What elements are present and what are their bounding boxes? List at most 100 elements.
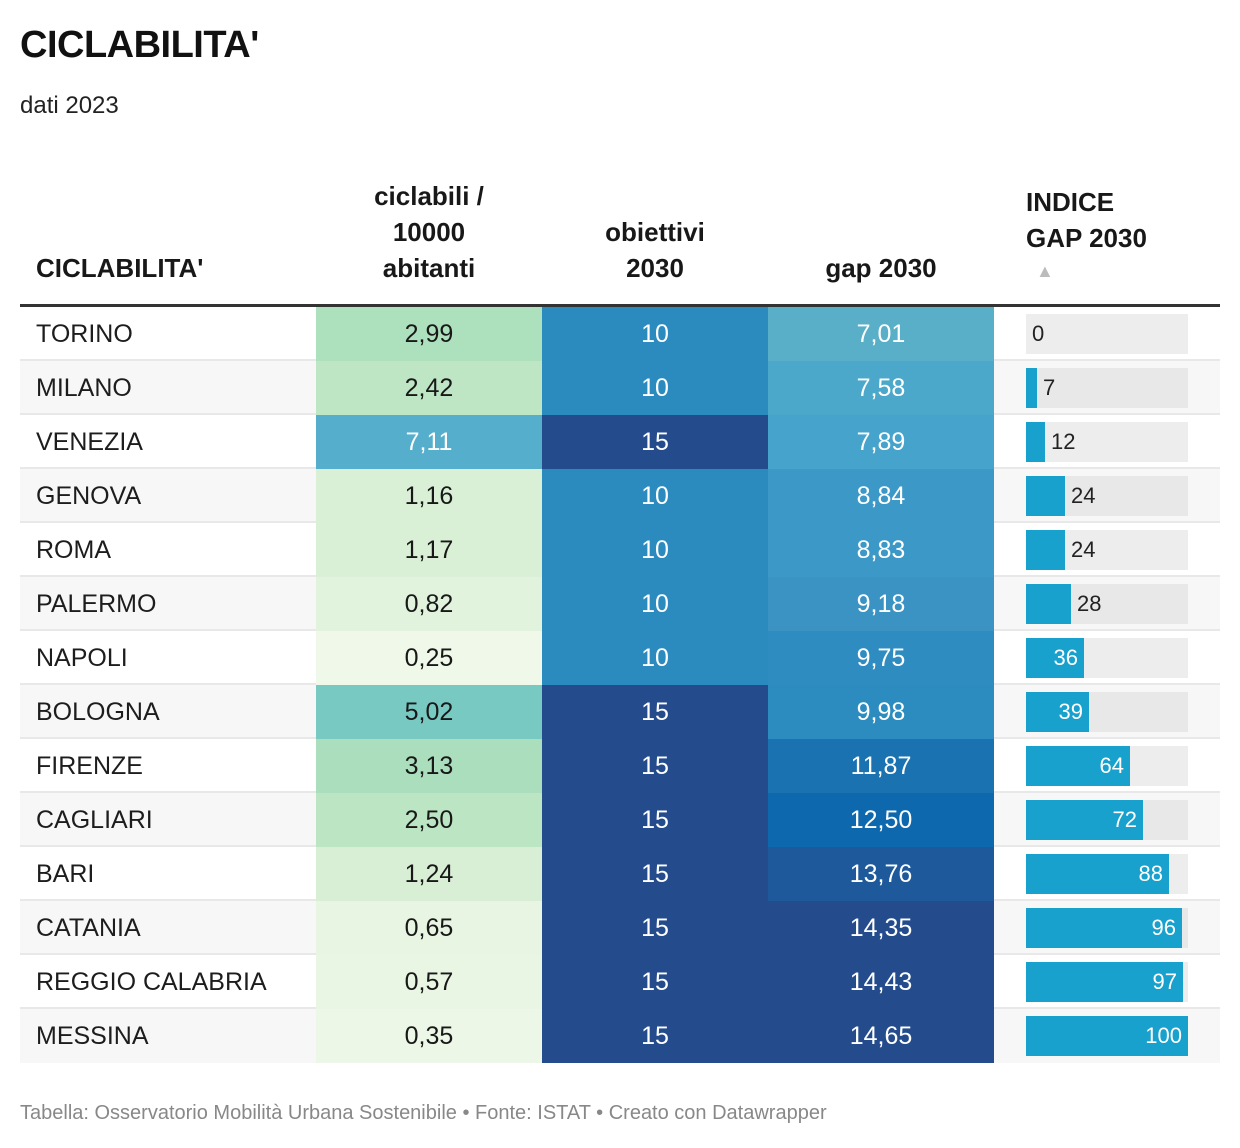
cell-city: REGGIO CALABRIA xyxy=(36,968,267,996)
cell-indice: 0 xyxy=(1026,307,1188,361)
cell-obiettivi: 15 xyxy=(542,415,768,469)
indice-bar-label: 24 xyxy=(1071,483,1096,508)
indice-bar-track: 24 xyxy=(1026,530,1188,570)
cell-gap: 7,01 xyxy=(768,307,994,361)
indice-bar xyxy=(1026,854,1169,894)
column-header-gap[interactable]: gap 2030 xyxy=(768,250,994,286)
indice-bar-track: 28 xyxy=(1026,584,1188,624)
indice-bar xyxy=(1026,638,1084,678)
column-header-line: obiettivi xyxy=(605,217,705,247)
indice-bar-track: 100 xyxy=(1026,1016,1188,1056)
cell-indice: 72 xyxy=(1026,793,1188,847)
cell-indice: 24 xyxy=(1026,469,1188,523)
cell-gap: 14,35 xyxy=(768,901,994,955)
indice-bar-label: 7 xyxy=(1043,375,1056,400)
indice-bar-track: 64 xyxy=(1026,746,1188,786)
indice-bar-track: 12 xyxy=(1026,422,1188,462)
cell-city: FIRENZE xyxy=(36,752,143,780)
cell-indice: 12 xyxy=(1026,415,1188,469)
chart-title: CICLABILITA' xyxy=(20,24,259,66)
indice-bar-track: 39 xyxy=(1026,692,1188,732)
table-row: GENOVA 1,16 10 8,84 24 xyxy=(20,469,1220,523)
table-row: PALERMO 0,82 10 9,18 28 xyxy=(20,577,1220,631)
indice-bar-label: 39 xyxy=(1058,699,1083,724)
indice-bar xyxy=(1026,746,1130,786)
data-table: CICLABILITA' ciclabili / 10000 abitanti ob… xyxy=(20,170,1220,1063)
cell-gap: 14,65 xyxy=(768,1009,994,1063)
column-header-line: INDICE xyxy=(1026,187,1115,217)
table-row: FIRENZE 3,13 15 11,87 64 xyxy=(20,739,1220,793)
column-header-indice[interactable]: INDICE GAP 2030 ▲ xyxy=(1026,184,1147,282)
indice-bar-track: 0 xyxy=(1026,314,1188,354)
cell-gap: 8,84 xyxy=(768,469,994,523)
cell-obiettivi: 10 xyxy=(542,469,768,523)
indice-bar-label: 0 xyxy=(1032,321,1045,346)
indice-bar xyxy=(1026,368,1037,408)
cell-indice: 88 xyxy=(1026,847,1188,901)
footer-credits: Tabella: Osservatorio Mobilità Urbana So… xyxy=(20,1102,827,1124)
column-header-line: 10000 xyxy=(392,217,466,247)
cell-city: PALERMO xyxy=(36,590,157,618)
table-row: MESSINA 0,35 15 14,65 100 xyxy=(20,1009,1220,1063)
cell-obiettivi: 15 xyxy=(542,1009,768,1063)
cell-indice: 24 xyxy=(1026,523,1188,577)
table-row: NAPOLI 0,25 10 9,75 36 xyxy=(20,631,1220,685)
indice-bar-label: 36 xyxy=(1053,645,1078,670)
cell-ciclabili: 5,02 xyxy=(316,685,542,739)
table-header: CICLABILITA' ciclabili / 10000 abitanti ob… xyxy=(20,170,1220,307)
table-row: ROMA 1,17 10 8,83 24 xyxy=(20,523,1220,577)
indice-bar-label: 72 xyxy=(1112,807,1137,832)
column-header-line: CICLABILITA' xyxy=(36,253,204,283)
column-header-line: gap 2030 xyxy=(825,253,937,283)
cell-obiettivi: 10 xyxy=(542,307,768,361)
cell-indice: 39 xyxy=(1026,685,1188,739)
cell-ciclabili: 0,65 xyxy=(316,901,542,955)
cell-indice: 97 xyxy=(1026,955,1188,1009)
cell-obiettivi: 10 xyxy=(542,523,768,577)
indice-bar-track: 96 xyxy=(1026,908,1188,948)
cell-obiettivi: 10 xyxy=(542,631,768,685)
cell-obiettivi: 15 xyxy=(542,793,768,847)
cell-gap: 7,89 xyxy=(768,415,994,469)
indice-bar-label: 97 xyxy=(1152,969,1177,994)
table-row: MILANO 2,42 10 7,58 7 xyxy=(20,361,1220,415)
cell-ciclabili: 3,13 xyxy=(316,739,542,793)
indice-bar-track: 88 xyxy=(1026,854,1188,894)
cell-indice: 36 xyxy=(1026,631,1188,685)
table-row: CATANIA 0,65 15 14,35 96 xyxy=(20,901,1220,955)
cell-gap: 8,83 xyxy=(768,523,994,577)
indice-bar-track: 97 xyxy=(1026,962,1188,1002)
column-header-city[interactable]: CICLABILITA' xyxy=(36,250,203,286)
table-row: TORINO 2,99 10 7,01 0 xyxy=(20,307,1220,361)
cell-indice: 100 xyxy=(1026,1009,1188,1063)
cell-city: BARI xyxy=(36,860,95,888)
column-header-ciclabili[interactable]: ciclabili / 10000 abitanti xyxy=(316,178,542,286)
cell-city: BOLOGNA xyxy=(36,698,160,726)
cell-ciclabili: 7,11 xyxy=(316,415,542,469)
cell-gap: 12,50 xyxy=(768,793,994,847)
indice-bar xyxy=(1026,584,1071,624)
cell-ciclabili: 2,42 xyxy=(316,361,542,415)
chart-subtitle: dati 2023 xyxy=(20,92,119,119)
cell-city: GENOVA xyxy=(36,482,142,510)
cell-ciclabili: 0,35 xyxy=(316,1009,542,1063)
cell-city: NAPOLI xyxy=(36,644,128,672)
cell-gap: 13,76 xyxy=(768,847,994,901)
column-header-obiettivi[interactable]: obiettivi 2030 xyxy=(542,214,768,286)
cell-gap: 9,98 xyxy=(768,685,994,739)
indice-bar-track: 36 xyxy=(1026,638,1188,678)
column-header-line: 2030 xyxy=(626,253,684,283)
cell-city: MESSINA xyxy=(36,1022,149,1050)
cell-gap: 14,43 xyxy=(768,955,994,1009)
cell-ciclabili: 1,16 xyxy=(316,469,542,523)
indice-bar-label: 28 xyxy=(1077,591,1102,616)
indice-bar-label: 96 xyxy=(1151,915,1176,940)
indice-bar-track: 72 xyxy=(1026,800,1188,840)
cell-gap: 11,87 xyxy=(768,739,994,793)
indice-bar-track: 7 xyxy=(1026,368,1188,408)
sort-ascending-icon[interactable]: ▲ xyxy=(1036,261,1054,281)
indice-bar xyxy=(1026,1016,1188,1056)
column-header-line: abitanti xyxy=(382,253,476,283)
cell-obiettivi: 10 xyxy=(542,577,768,631)
cell-obiettivi: 15 xyxy=(542,685,768,739)
